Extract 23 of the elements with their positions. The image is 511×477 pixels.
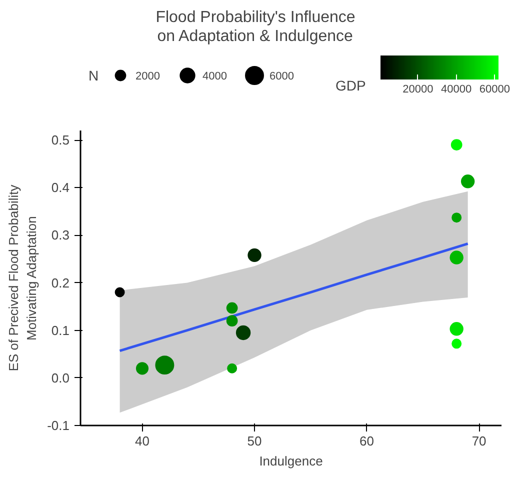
color-bar-label: 20000 [402,84,434,96]
color-bar-label: 40000 [440,84,472,96]
x-tick-label: 40 [135,434,150,448]
legend-label: 4000 [202,70,227,82]
y-tick-label: 0.0 [51,370,70,386]
y-tick-label: 0.4 [51,180,70,196]
line-series [118,242,470,352]
y-tick-label: -0.1 [47,418,70,433]
x-axis-title: Indulgence [259,454,323,468]
y-tick-label: 0.3 [51,228,70,243]
y-tick-label: 0.1 [51,322,70,338]
x-tick-label: 70 [472,434,486,448]
legend-label: 6000 [270,70,294,82]
chart-title: Flood Probability's Influence on Adaptation & Indulgence [156,9,356,45]
y-axis-title: ES of Precived Flood Probability Motivating Adaptation [6,184,40,372]
color-bar-title: GDP [336,78,366,94]
legend-title: N [88,68,99,84]
y-tick-label: 0.2 [51,275,70,290]
legend-label: 2000 [136,70,160,82]
color-bar-label: 60000 [479,84,510,96]
y-tick-label: 0.5 [51,132,70,148]
x-tick-label: 60 [360,434,374,448]
x-tick-label: 50 [247,434,262,448]
